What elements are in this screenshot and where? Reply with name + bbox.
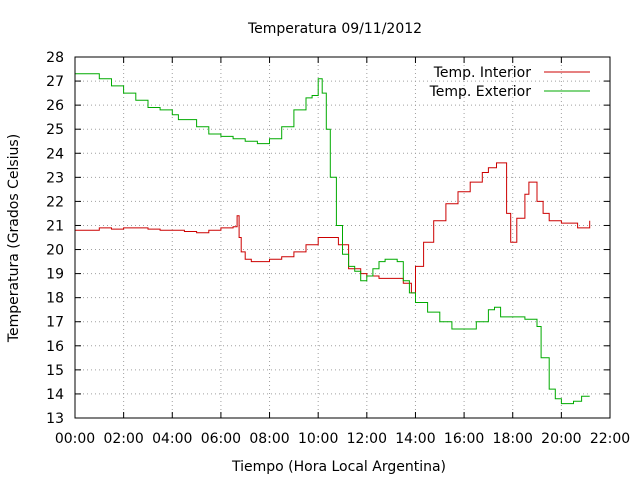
legend: Temp. Interior Temp. Exterior [429,65,590,100]
x-tick-label: 18:00 [493,431,533,447]
chart-title: Temperatura 09/11/2012 [247,21,422,37]
x-tick-label: 00:00 [55,431,95,447]
y-tick-label: 25 [46,122,64,138]
legend-label-temp-exterior: Temp. Exterior [429,84,532,100]
y-tick-label: 27 [46,74,64,90]
y-tick-label: 22 [46,194,64,210]
plot-frame [74,56,611,419]
x-axis-label: Tiempo (Hora Local Argentina) [231,459,446,475]
legend-label-temp-interior: Temp. Interior [433,65,532,81]
x-tick-label: 02:00 [103,431,143,447]
y-tick-label: 19 [46,267,64,283]
y-tick-label: 20 [46,243,64,259]
x-tick-label: 06:00 [201,431,241,447]
series-lines [75,73,591,405]
y-tick-label: 16 [46,339,64,355]
series-line-temp-interior [75,162,591,294]
y-tick-label: 17 [46,315,64,331]
y-tick-label: 14 [46,387,64,403]
y-tick-label: 15 [46,363,64,379]
x-tick-label: 04:00 [152,431,192,447]
x-tick-label: 22:00 [590,431,630,447]
axis-ticks: 00:00 02:00 04:00 06:00 08:00 10:00 12:00 14:00… [46,50,630,447]
x-tick-label: 10:00 [298,431,338,447]
y-tick-label: 23 [46,170,64,186]
y-tick-label: 18 [46,291,64,307]
series-line-temp-exterior [75,73,590,405]
y-tick-label: 21 [46,218,64,234]
x-tick-label: 14:00 [395,431,435,447]
y-tick-label: 26 [46,98,64,114]
y-axis-label: Temperatura (Grados Celsius) [6,134,22,343]
x-tick-label: 12:00 [347,431,387,447]
y-tick-label: 28 [46,50,64,66]
x-tick-label: 20:00 [541,431,581,447]
y-tick-label: 13 [46,411,64,427]
x-tick-label: 16:00 [444,431,484,447]
x-tick-label: 08:00 [249,431,289,447]
y-tick-label: 24 [46,146,64,162]
